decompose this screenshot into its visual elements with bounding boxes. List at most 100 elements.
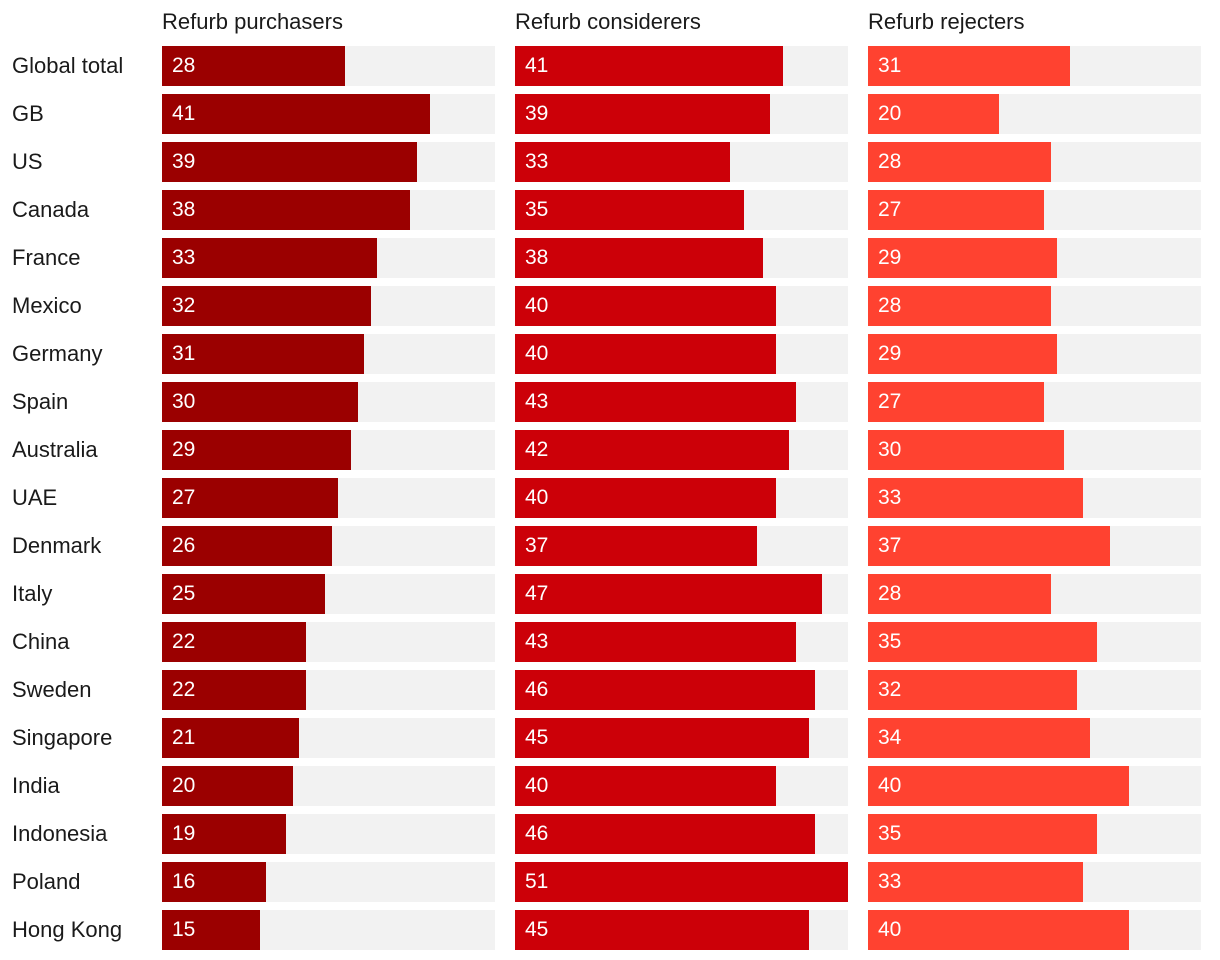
- bar-refurb-considerers-denmark: [515, 526, 757, 566]
- bar-track: 21: [162, 718, 495, 758]
- data-label: 45: [525, 726, 549, 749]
- category-label-sweden: Sweden: [12, 677, 92, 702]
- bar-refurb-considerers-singapore: [515, 718, 809, 758]
- data-label: 30: [172, 390, 196, 413]
- bar-track: 42: [515, 430, 848, 470]
- bar-track: 40: [515, 766, 848, 806]
- category-label-france: France: [12, 245, 81, 270]
- category-label-china: China: [12, 629, 70, 654]
- bar-refurb-rejecters-france: [868, 238, 1057, 278]
- bar-track: 34: [868, 718, 1201, 758]
- data-label: 28: [172, 54, 196, 77]
- category-label-indonesia: Indonesia: [12, 821, 108, 846]
- data-label: 27: [172, 486, 196, 509]
- bar-track: 31: [162, 334, 495, 374]
- data-label: 32: [878, 678, 902, 701]
- category-label-australia: Australia: [12, 437, 98, 462]
- category-label-poland: Poland: [12, 869, 81, 894]
- bar-track: 31: [868, 46, 1201, 86]
- data-label: 46: [525, 822, 549, 845]
- data-label: 33: [525, 150, 549, 173]
- bar-track: 27: [162, 478, 495, 518]
- bar-refurb-rejecters-uae: [868, 478, 1083, 518]
- bar-track: 46: [515, 670, 848, 710]
- category-label-canada: Canada: [12, 197, 90, 222]
- bar-track: 37: [868, 526, 1201, 566]
- data-label: 22: [172, 630, 196, 653]
- bar-track: 39: [162, 142, 495, 182]
- bar-refurb-purchasers-indonesia: [162, 814, 286, 854]
- bar-track: 20: [162, 766, 495, 806]
- bar-refurb-considerers-hong-kong: [515, 910, 809, 950]
- data-label: 41: [172, 102, 196, 125]
- bar-track: 40: [868, 766, 1201, 806]
- bar-refurb-rejecters-germany: [868, 334, 1057, 374]
- bar-track: 35: [515, 190, 848, 230]
- bar-refurb-purchasers-us: [162, 142, 417, 182]
- bar-refurb-considerers-france: [515, 238, 763, 278]
- bar-refurb-purchasers-canada: [162, 190, 410, 230]
- data-label: 38: [525, 246, 549, 269]
- bar-track: 40: [515, 478, 848, 518]
- bar-refurb-purchasers-mexico: [162, 286, 371, 326]
- data-label: 40: [525, 294, 549, 317]
- bar-track: 33: [868, 862, 1201, 902]
- category-label-germany: Germany: [12, 341, 103, 366]
- data-label: 31: [172, 342, 196, 365]
- data-label: 15: [172, 918, 196, 941]
- category-label-india: India: [12, 773, 60, 798]
- bar-track: 16: [162, 862, 495, 902]
- bar-refurb-considerers-china: [515, 622, 796, 662]
- data-label: 35: [878, 630, 902, 653]
- bar-track: 28: [868, 142, 1201, 182]
- data-label: 39: [525, 102, 549, 125]
- bar-refurb-considerers-gb: [515, 94, 770, 134]
- bar-refurb-considerers-uae: [515, 478, 776, 518]
- bar-track: 22: [162, 622, 495, 662]
- series-header-refurb-purchasers: Refurb purchasers: [162, 9, 343, 34]
- bar-refurb-considerers-global-total: [515, 46, 783, 86]
- bar-refurb-considerers-australia: [515, 430, 789, 470]
- data-label: 46: [525, 678, 549, 701]
- data-label: 33: [878, 870, 902, 893]
- bar-refurb-purchasers-poland: [162, 862, 266, 902]
- bar-track: 43: [515, 622, 848, 662]
- bar-track: 40: [515, 286, 848, 326]
- bar-refurb-rejecters-australia: [868, 430, 1064, 470]
- data-label: 20: [172, 774, 196, 797]
- bar-track: 28: [868, 286, 1201, 326]
- data-label: 40: [525, 486, 549, 509]
- bar-refurb-rejecters-canada: [868, 190, 1044, 230]
- bar-refurb-rejecters-italy: [868, 574, 1051, 614]
- data-label: 51: [525, 870, 549, 893]
- bar-track: 40: [515, 334, 848, 374]
- data-label: 38: [172, 198, 196, 221]
- bar-refurb-purchasers-france: [162, 238, 377, 278]
- data-label: 31: [878, 54, 902, 77]
- data-label: 37: [525, 534, 549, 557]
- bar-refurb-purchasers-uae: [162, 478, 338, 518]
- bar-refurb-considerers-poland: [515, 862, 848, 902]
- bar-refurb-purchasers-gb: [162, 94, 430, 134]
- bar-refurb-rejecters-gb: [868, 94, 999, 134]
- bar-track: 46: [515, 814, 848, 854]
- bar-refurb-purchasers-australia: [162, 430, 351, 470]
- category-label-denmark: Denmark: [12, 533, 102, 558]
- bar-track: 39: [515, 94, 848, 134]
- bar-track: 45: [515, 910, 848, 950]
- category-label-singapore: Singapore: [12, 725, 113, 750]
- data-label: 27: [878, 390, 902, 413]
- bar-refurb-considerers-spain: [515, 382, 796, 422]
- category-label-hong-kong: Hong Kong: [12, 917, 123, 942]
- bar-refurb-considerers-canada: [515, 190, 744, 230]
- bar-track: 29: [868, 334, 1201, 374]
- bar-track: 32: [162, 286, 495, 326]
- bar-track: 40: [868, 910, 1201, 950]
- data-label: 16: [172, 870, 196, 893]
- data-label: 26: [172, 534, 196, 557]
- data-label: 29: [878, 246, 902, 269]
- bar-track: 47: [515, 574, 848, 614]
- data-label: 35: [525, 198, 549, 221]
- series-header-refurb-considerers: Refurb considerers: [515, 9, 701, 34]
- bar-track: 51: [515, 862, 848, 902]
